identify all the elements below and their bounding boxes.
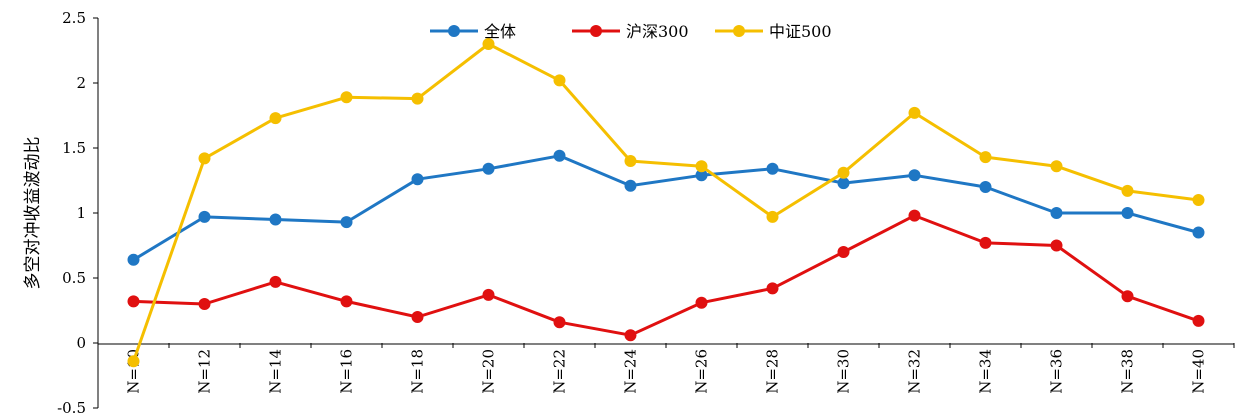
data-point (340, 91, 353, 104)
data-point (695, 160, 708, 173)
legend-item: 全体 (430, 22, 516, 41)
x-tick-label: N=24 (622, 349, 640, 394)
data-point (908, 169, 921, 182)
x-tick-label: N=12 (196, 349, 214, 394)
data-point (340, 295, 353, 308)
data-point (624, 329, 637, 342)
series-3 (127, 38, 1205, 368)
data-point (766, 162, 779, 175)
x-tick-label: N=38 (1119, 349, 1137, 394)
x-tick-label: N=22 (551, 349, 569, 394)
y-tick-label: 2.5 (62, 9, 86, 27)
series-line (132, 42, 1199, 362)
x-tick-label: N=36 (1048, 349, 1066, 394)
data-point (340, 216, 353, 229)
series-line (133, 214, 1199, 337)
y-tick-label: -0.5 (57, 399, 86, 417)
y-tick-label: 1 (76, 204, 86, 222)
y-axis-ticks: -0.5 0 0.5 1 1.5 2 2.5 (57, 9, 98, 417)
data-point (1121, 290, 1134, 303)
data-point (1121, 207, 1134, 219)
data-point (553, 149, 566, 162)
legend-item: 沪深300 (572, 22, 689, 41)
x-tick-label: N=34 (977, 349, 995, 394)
series-layer (127, 38, 1205, 368)
x-tick-label: N=14 (267, 349, 285, 394)
series-1 (127, 149, 1205, 266)
data-point (766, 282, 779, 295)
legend-label: 全体 (484, 22, 516, 41)
x-tick-label: N=40 (1190, 349, 1208, 394)
data-point (198, 210, 211, 223)
data-point (766, 210, 779, 223)
x-tick-label: N=28 (764, 349, 782, 394)
y-axis-title: 多空对冲收益波动比 (23, 137, 43, 290)
legend-label: 沪深300 (626, 22, 689, 41)
x-tick-label: N=16 (338, 349, 356, 394)
data-point (908, 106, 921, 119)
legend-marker (590, 25, 602, 37)
data-point (269, 112, 282, 125)
series-line (132, 154, 1199, 262)
x-axis-ticks: N=10 N=12 N=14 N=16 N=18 N=20 N=22 N=24 N=26 N=28… (97, 343, 1235, 394)
data-point (127, 253, 140, 266)
x-tick-label: N=20 (480, 349, 498, 394)
x-tick-label: N=30 (835, 349, 853, 394)
data-point (1050, 207, 1063, 219)
data-point (624, 155, 637, 167)
x-tick-label: N=32 (906, 349, 924, 394)
y-tick-label: 2 (76, 74, 86, 92)
data-point (127, 355, 140, 368)
data-point (1192, 226, 1205, 239)
data-point (553, 316, 566, 329)
data-point (1192, 194, 1205, 206)
x-tick-label: N=26 (693, 349, 711, 394)
data-point (1050, 239, 1063, 252)
data-point (1121, 184, 1134, 197)
data-point (837, 166, 850, 179)
data-point (411, 311, 424, 323)
x-tick-label: N=18 (409, 349, 427, 394)
data-point (1050, 160, 1063, 173)
data-point (1192, 314, 1205, 327)
data-point (979, 181, 992, 193)
legend-label: 中证500 (769, 22, 832, 41)
data-point (198, 152, 211, 165)
data-point (837, 177, 850, 190)
data-point (411, 92, 424, 105)
legend-item: 中证500 (715, 22, 832, 41)
data-point (979, 151, 992, 164)
legend-marker (733, 25, 745, 37)
data-point (908, 209, 921, 222)
data-point (411, 173, 424, 186)
data-point (482, 162, 495, 175)
data-point (127, 295, 140, 308)
data-point (624, 179, 637, 192)
data-point (198, 298, 211, 310)
data-point (553, 74, 566, 87)
data-point (482, 288, 495, 301)
series-2 (127, 209, 1205, 342)
y-tick-label: 0.5 (62, 269, 86, 287)
y-tick-label: 1.5 (62, 139, 86, 157)
data-point (482, 38, 495, 50)
data-point (269, 213, 282, 226)
y-tick-label: 0 (76, 334, 86, 352)
legend-marker (448, 25, 460, 37)
data-point (269, 275, 282, 288)
data-point (695, 169, 708, 182)
data-point (837, 246, 850, 258)
legend: 全体 沪深300 中证500 (430, 22, 832, 41)
data-point (979, 236, 992, 249)
data-point (695, 296, 708, 309)
